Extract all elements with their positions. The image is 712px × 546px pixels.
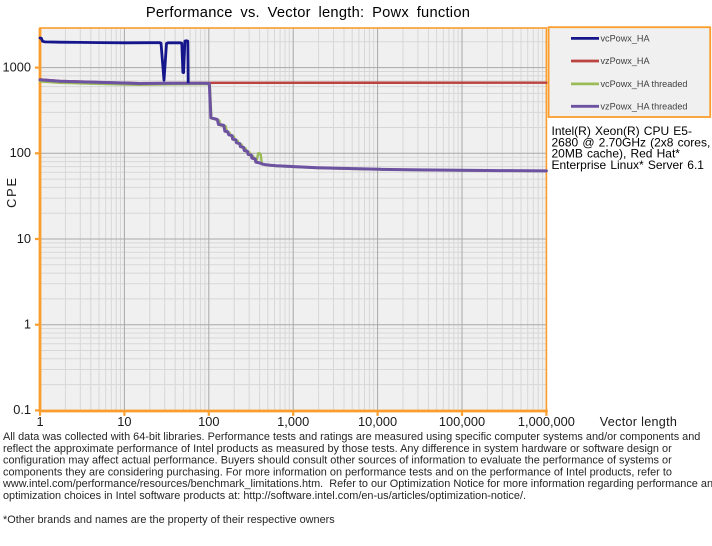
svg-text:0.1: 0.1	[13, 402, 31, 417]
svg-text:20MB cache), Red Hat*: 20MB cache), Red Hat*	[552, 147, 681, 161]
svg-text:Enterprise Linux* Server 6.1: Enterprise Linux* Server 6.1	[552, 158, 705, 172]
svg-text:Performance vs. Vector length:: Performance vs. Vector length: Powx func…	[146, 5, 470, 21]
svg-text:Vector length: Vector length	[600, 415, 677, 429]
svg-text:1000: 1000	[3, 59, 31, 74]
svg-text:CPE: CPE	[4, 176, 19, 208]
svg-text:2680 @ 2.70GHz (2x8 cores,: 2680 @ 2.70GHz (2x8 cores,	[552, 135, 711, 149]
svg-text:vcPowx_HA threaded: vcPowx_HA threaded	[601, 79, 688, 89]
svg-text:10: 10	[17, 231, 31, 246]
svg-text:optimization choices in Intel: optimization choices in Intel software p…	[3, 490, 526, 502]
svg-text:All data was collected with 64: All data was collected with 64-bit libra…	[3, 431, 700, 443]
svg-text:1,000,000: 1,000,000	[518, 414, 575, 429]
svg-text:100: 100	[198, 414, 219, 429]
svg-text:1: 1	[24, 317, 31, 332]
svg-text:vzPowx_HA: vzPowx_HA	[601, 56, 651, 66]
svg-text:www.intel.com/performance/reso: www.intel.com/performance/resources/benc…	[2, 478, 712, 490]
svg-text:10: 10	[117, 414, 131, 429]
svg-text:*Other brands and names are th: *Other brands and names are the property…	[3, 514, 335, 526]
svg-text:100,000: 100,000	[439, 414, 485, 429]
svg-text:100: 100	[10, 145, 31, 160]
svg-text:10,000: 10,000	[358, 414, 397, 429]
svg-text:1: 1	[36, 414, 43, 429]
svg-text:1,000: 1,000	[277, 414, 309, 429]
svg-text:vcPowx_HA: vcPowx_HA	[601, 34, 651, 44]
svg-text:reflect the approximate perfor: reflect the approximate performance of I…	[3, 443, 672, 455]
svg-text:components they are considerin: components they are considering purchasi…	[3, 466, 672, 478]
svg-text:vzPowx_HA threaded: vzPowx_HA threaded	[601, 101, 688, 111]
svg-text:configuration may affect actua: configuration may affect actual performa…	[3, 455, 672, 467]
svg-text:Intel(R) Xeon(R) CPU E5-: Intel(R) Xeon(R) CPU E5-	[552, 124, 692, 138]
